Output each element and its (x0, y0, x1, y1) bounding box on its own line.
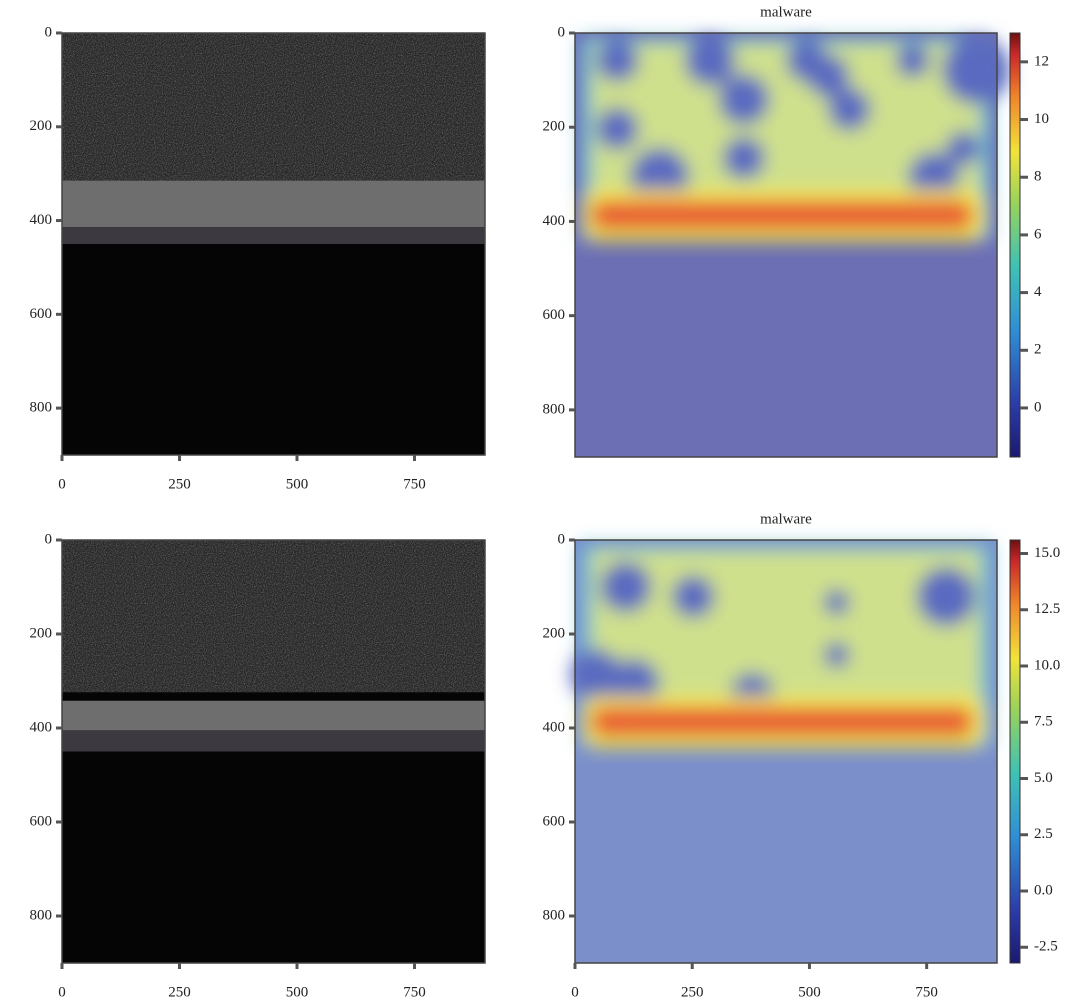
colorbar-tick-label: 12 (1034, 53, 1049, 69)
image-band (62, 730, 485, 752)
y-tick-label: 600 (543, 307, 566, 323)
heatmap-lower (575, 257, 997, 457)
heatmap-blob (672, 575, 715, 618)
axes-frame (61, 32, 486, 456)
panel: malware 0 200 400 600 800 0 250 500 750 -2.5 0.0 2.5… (543, 511, 1061, 1000)
x-tick-label: 500 (286, 984, 309, 1000)
image-texture (62, 33, 485, 185)
x-tick-label: 0 (571, 984, 579, 1000)
heatmap-field (581, 35, 1010, 241)
y-tick-label: 800 (543, 907, 566, 923)
heatmap-blob (722, 136, 765, 180)
heatmap-blob (828, 88, 871, 131)
y-tick-label: 200 (543, 119, 566, 135)
heatmap-blob (596, 39, 639, 82)
heatmap-blob (916, 567, 976, 627)
image-band (62, 700, 485, 731)
y-tick-label: 800 (30, 400, 53, 416)
y-tick-label: 0 (558, 531, 566, 547)
axes-frame (61, 539, 486, 964)
y-tick-label: 600 (543, 813, 566, 829)
heatmap-blob (807, 55, 850, 98)
y-tick-label: 200 (543, 625, 566, 641)
y-tick-label: 600 (30, 306, 53, 322)
heatmap-band (591, 200, 973, 231)
panel: malware 0 200 400 600 800 0 2 4 6 8 10 12 (543, 4, 1049, 458)
colorbar-tick-label: -2.5 (1034, 939, 1058, 955)
panel: 0 200 400 600 800 0 250 500 750 (30, 24, 486, 492)
x-tick-label: 750 (403, 476, 426, 492)
heatmap-blob (946, 131, 981, 166)
colorbar-tick-label: 7.5 (1034, 714, 1053, 730)
y-tick-label: 400 (30, 212, 53, 228)
y-tick-label: 200 (30, 118, 53, 134)
x-tick-label: 0 (58, 476, 66, 492)
colorbar-tick-label: 10.0 (1034, 657, 1060, 673)
colorbar-tick-label: 0 (1034, 399, 1042, 415)
colorbar (1009, 539, 1021, 964)
x-tick-label: 0 (58, 984, 66, 1000)
colorbar-tick-label: 5.0 (1034, 770, 1053, 786)
colorbar-tick-label: 15.0 (1034, 545, 1060, 561)
heatmap-lower (575, 764, 997, 963)
colorbar-tick-label: 12.5 (1034, 601, 1060, 617)
panel-title: malware (760, 511, 812, 527)
image-texture (62, 540, 485, 693)
heatmap-blob (600, 561, 651, 613)
axes-frame (574, 32, 998, 458)
x-tick-label: 750 (403, 984, 426, 1000)
colorbar-tick-label: 8 (1034, 169, 1042, 185)
y-tick-label: 400 (30, 719, 53, 735)
y-tick-label: 200 (30, 625, 53, 641)
colorbar-tick-label: 2.5 (1034, 826, 1053, 842)
y-tick-label: 400 (543, 719, 566, 735)
colorbar-tick-label: 4 (1034, 284, 1042, 300)
heatmap-blob (895, 43, 930, 78)
y-tick-label: 800 (30, 907, 53, 923)
x-tick-label: 250 (168, 476, 191, 492)
heatmap-blob (823, 642, 850, 668)
heatmap-field (570, 544, 991, 748)
y-tick-label: 0 (45, 24, 53, 40)
colorbar-tick-label: 0.0 (1034, 882, 1053, 898)
colorbar (1009, 32, 1021, 458)
colorbar-tick-label: 6 (1034, 226, 1042, 242)
y-tick-label: 0 (45, 531, 53, 547)
y-tick-label: 400 (543, 213, 566, 229)
x-tick-label: 250 (168, 984, 191, 1000)
panel: 0 200 400 600 800 0 250 500 750 (30, 531, 486, 1000)
y-tick-label: 600 (30, 813, 53, 829)
x-tick-label: 500 (286, 476, 309, 492)
y-tick-label: 800 (543, 401, 566, 417)
heatmap-band (591, 707, 973, 737)
heatmap-blob (570, 649, 622, 700)
image-band (62, 180, 485, 228)
image-band (62, 227, 485, 244)
heatmap-blob (596, 107, 639, 150)
axes-frame (574, 539, 998, 964)
panel-title: malware (760, 4, 812, 20)
heatmap-blob (942, 36, 1010, 105)
y-tick-label: 0 (558, 24, 566, 40)
x-tick-label: 750 (915, 984, 938, 1000)
colorbar-tick-label: 2 (1034, 342, 1042, 358)
x-tick-label: 500 (798, 984, 821, 1000)
colorbar-tick-label: 10 (1034, 111, 1049, 127)
heatmap-blob (823, 589, 850, 616)
heatmap-blob (684, 35, 736, 86)
heatmap-blob (718, 74, 770, 125)
x-tick-label: 250 (681, 984, 704, 1000)
